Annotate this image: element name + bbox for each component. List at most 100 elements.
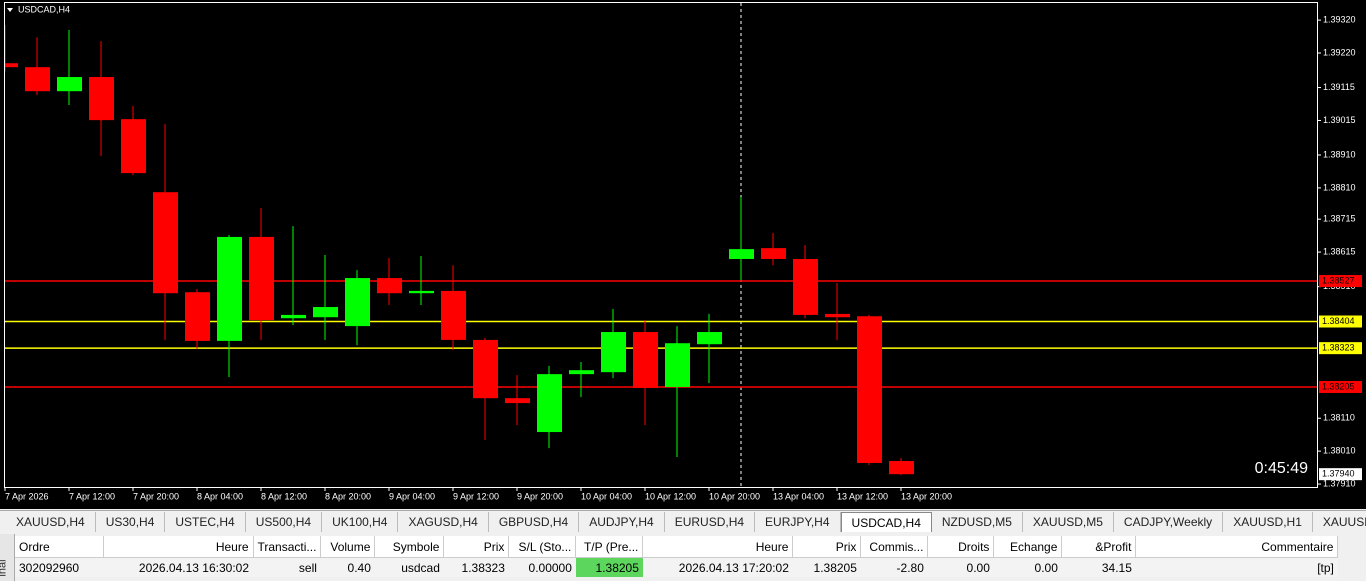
x-tick-label: 10 Apr 20:00: [709, 491, 760, 501]
column-header[interactable]: S/L (Sto...: [508, 536, 577, 558]
column-header[interactable]: Prix: [443, 536, 510, 558]
chart-title: USDCAD,H4: [18, 4, 70, 14]
table-cell: 1.38205: [575, 557, 643, 577]
candle-body: [505, 398, 530, 404]
column-header[interactable]: Heure: [642, 536, 794, 558]
candle-body: [217, 236, 242, 341]
candle-body: [5, 63, 18, 68]
chart-tab[interactable]: CADJPY,Weekly: [1114, 512, 1224, 532]
candle-body: [345, 278, 370, 327]
candle-body: [665, 343, 690, 387]
chart-tab[interactable]: US500,H4: [246, 512, 323, 532]
table-cell: 2026.04.13 16:30:02: [103, 557, 253, 577]
candle-body: [313, 307, 338, 318]
table-cell: 1.38323: [443, 557, 509, 577]
level-label: 1.38205: [1322, 381, 1355, 391]
chart-tab[interactable]: AUDJPY,H4: [579, 512, 665, 532]
column-header[interactable]: Commentaire: [1135, 536, 1339, 558]
candle-body: [57, 77, 82, 92]
candle-body: [185, 292, 210, 341]
x-tick-label: 13 Apr 12:00: [837, 491, 888, 501]
level-label: 1.38404: [1322, 316, 1355, 326]
chart-tab[interactable]: USTEC,H4: [165, 512, 246, 532]
y-tick-label: 1.39220: [1323, 47, 1356, 57]
x-tick-label: 10 Apr 12:00: [645, 491, 696, 501]
column-header[interactable]: Ordre: [15, 536, 104, 558]
column-header[interactable]: Heure: [103, 536, 254, 558]
candle-body: [249, 236, 274, 321]
y-tick-label: 1.38110: [1323, 413, 1355, 423]
candle-body: [633, 332, 658, 388]
last-price-box: [1319, 468, 1362, 481]
column-header[interactable]: Transacti...: [253, 536, 322, 558]
candle-body: [89, 77, 114, 121]
chart-tab[interactable]: GBPUSD,H4: [489, 512, 580, 532]
table-cell: sell: [253, 557, 321, 577]
x-tick-label: 7 Apr 2026: [5, 491, 49, 501]
table-cell: 0.00000: [508, 557, 576, 577]
column-header[interactable]: Volume: [320, 536, 376, 558]
chart-tab[interactable]: XAUUSD,H4: [6, 512, 96, 532]
terminal-strip: inal: [0, 534, 15, 581]
chart-tab[interactable]: NZDUSD,M5: [932, 512, 1023, 532]
chart-tab[interactable]: US30,H4: [96, 512, 166, 532]
y-tick-label: 1.38010: [1323, 446, 1356, 456]
level-label-box: [1319, 275, 1362, 288]
level-label: 1.38323: [1322, 343, 1355, 353]
y-tick-label: 1.39115: [1323, 82, 1355, 92]
menu-triangle[interactable]: [7, 8, 13, 12]
chart-tab[interactable]: XAUUSD,M5: [1023, 512, 1114, 532]
table-cell: 0.00: [993, 557, 1062, 577]
x-tick-label: 9 Apr 12:00: [453, 491, 499, 501]
x-tick-label: 7 Apr 12:00: [69, 491, 115, 501]
table-cell: 302092960: [15, 557, 103, 577]
candle-body: [281, 314, 306, 319]
y-tick-label: 1.38615: [1323, 246, 1356, 256]
column-header[interactable]: T/P (Pre...: [575, 536, 644, 558]
table-cell: usdcad: [374, 557, 444, 577]
chart-tab[interactable]: USDCAD,H4: [840, 512, 932, 532]
candle-body: [601, 332, 626, 373]
candle-body: [569, 370, 594, 375]
candle-body: [537, 374, 562, 433]
column-header[interactable]: Droits: [927, 536, 995, 558]
chart-background: [0, 0, 1366, 509]
candle-body: [441, 290, 466, 340]
column-header[interactable]: &Profit: [1061, 536, 1137, 558]
chart-tab[interactable]: EURUSD,H4: [665, 512, 756, 532]
plot-frame: [4, 2, 1318, 488]
candle-body: [825, 313, 850, 318]
level-label: 1.38527: [1322, 275, 1355, 285]
level-label-box: [1319, 315, 1362, 328]
chart: USDCAD,H4 0:45:49 1.39320 1.39220 1.39115 1…: [0, 0, 1366, 509]
x-tick-label: 8 Apr 04:00: [197, 491, 243, 501]
chart-tab[interactable]: XAUUSD,Wee: [1313, 512, 1366, 532]
column-header[interactable]: Commis...: [860, 536, 929, 558]
y-tick-label: 1.39015: [1323, 115, 1356, 125]
chart-tab[interactable]: XAUUSD,H1: [1223, 512, 1313, 532]
terminal-label: inal: [0, 559, 9, 577]
column-header[interactable]: Echange: [993, 536, 1063, 558]
trade-row[interactable]: 302092960 2026.04.13 16:30:02 sell 0.40 usdc…: [15, 557, 1338, 577]
y-tick-label: 1.37910: [1323, 478, 1356, 488]
x-tick-label: 8 Apr 12:00: [261, 491, 307, 501]
column-header[interactable]: Prix: [792, 536, 862, 558]
chart-tab[interactable]: XAGUSD,H4: [398, 512, 489, 532]
tab-bar: XAUUSD,H4 US30,H4 USTEC,H4 US500,H4 UK100,H4…: [0, 510, 1366, 532]
x-tick-label: 13 Apr 04:00: [773, 491, 824, 501]
plot-area: [5, 25, 1317, 476]
column-header[interactable]: Symbole: [374, 536, 445, 558]
countdown-timer: 0:45:49: [1255, 460, 1308, 477]
candle-body: [377, 278, 402, 294]
candle-body: [729, 249, 754, 259]
candle-body: [121, 119, 146, 174]
x-tick-label: 7 Apr 20:00: [133, 491, 179, 501]
chart-tab[interactable]: UK100,H4: [322, 512, 399, 532]
candle-body: [409, 290, 434, 294]
table-cell: 2026.04.13 17:20:02: [642, 557, 793, 577]
chart-tab[interactable]: EURJPY,H4: [755, 512, 841, 532]
y-tick-label: 1.39320: [1323, 14, 1356, 24]
candle-body: [153, 192, 178, 294]
candle-body: [889, 461, 914, 475]
